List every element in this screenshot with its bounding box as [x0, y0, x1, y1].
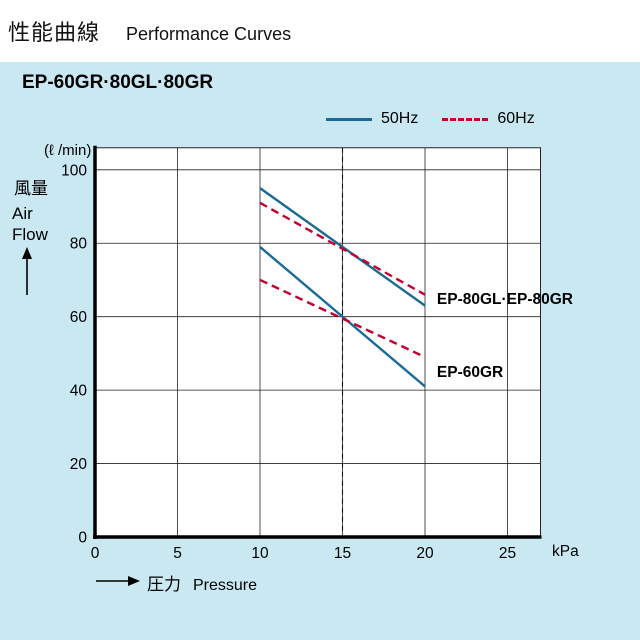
series-label: EP-60GR — [436, 364, 504, 382]
x-tick-label: 15 — [334, 545, 351, 562]
series-line-60Hz — [259, 278, 426, 359]
pressure-arrowhead-icon — [128, 576, 140, 586]
plot-area — [94, 147, 541, 538]
y-tick-label: 60 — [70, 309, 88, 326]
x-tick-label: 5 — [173, 545, 182, 562]
series-line-50Hz — [259, 187, 426, 307]
x-tick-label: 25 — [499, 545, 516, 562]
y-axis-label-english-line1: Air — [12, 204, 33, 223]
x-axis-label-group: 圧力 Pressure — [147, 570, 257, 595]
air-flow-arrowhead-icon — [22, 247, 32, 259]
legend-item-60hz: 60Hz — [442, 108, 535, 130]
legend-label-50hz: 50Hz — [381, 110, 419, 127]
chart-panel: 0 5 10 15 20 25 0 20 40 60 80 100 EP-60GR·80GL·80GR… — [0, 62, 640, 640]
legend-label-60hz: 60Hz — [497, 110, 535, 127]
y-tick-label: 40 — [70, 383, 88, 400]
y-tick-label: 100 — [61, 162, 87, 179]
performance-curves-chart: 0 5 10 15 20 25 0 20 40 60 80 100 — [22, 145, 542, 586]
x-axis-label-japanese: 圧力 — [147, 575, 181, 594]
series-label: EP-80GL·EP-80GR — [436, 290, 573, 308]
x-axis-unit: kPa — [552, 543, 579, 560]
y-tick-label: 80 — [70, 236, 88, 253]
x-axis-label-english: Pressure — [193, 577, 258, 594]
legend-item-50hz: 50Hz — [326, 108, 418, 130]
page-title-japanese: 性能曲線 — [8, 20, 101, 45]
y-tick-label: 20 — [70, 456, 88, 473]
page-header: 性能曲線 Performance Curves — [0, 0, 640, 62]
series-line-60Hz — [259, 201, 426, 296]
solid-line-sample-icon — [326, 117, 372, 121]
y-axis-unit: (ℓ /min) — [44, 142, 92, 159]
series-line-50Hz — [259, 245, 426, 388]
y-axis-label-english-line2: Flow — [12, 225, 48, 244]
x-tick-label: 20 — [416, 545, 434, 562]
page-title-english: Performance Curves — [126, 23, 292, 44]
y-axis-label-japanese: 風量 — [14, 179, 48, 198]
x-tick-label: 0 — [91, 545, 100, 562]
chart-legend: 50Hz 60Hz — [326, 108, 535, 130]
dashed-line-sample-icon — [442, 117, 489, 121]
x-tick-label: 10 — [251, 545, 269, 562]
y-tick-label: 0 — [78, 530, 87, 547]
chart-title: EP-60GR·80GL·80GR — [22, 72, 214, 93]
